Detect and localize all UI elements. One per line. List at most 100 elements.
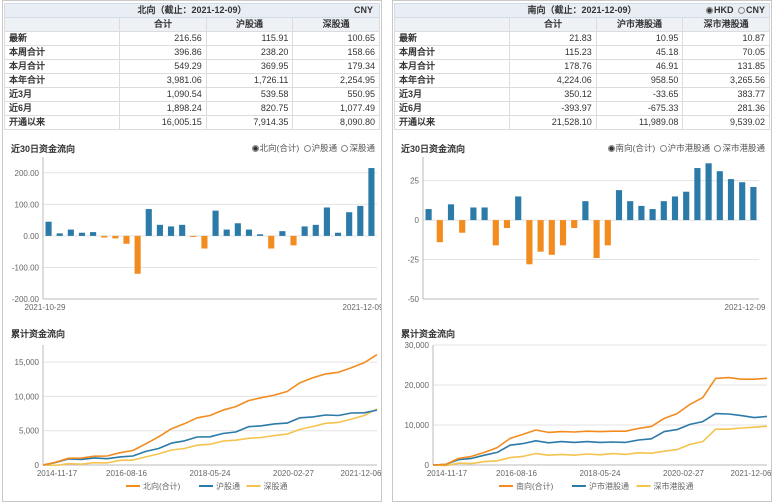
bar [503,220,511,228]
cell-value: 1,090.54 [119,87,207,102]
cell-value: 21.83 [509,31,597,46]
cell-value: 383.77 [682,87,770,102]
south-30d-bar-chart: -50-25025502021-12-09 [407,157,766,312]
bar [683,191,690,221]
cell-value: 1,077.49 [292,101,380,116]
north-flow-title: 近30日资金流向 [11,144,76,154]
bar [459,220,466,233]
y-tick-label: 0.00 [23,232,39,241]
bar [649,209,656,221]
y-tick-label: 200.00 [15,169,40,178]
option-label: 沪市港股通 [667,143,711,153]
y-tick-label: 0 [415,216,420,225]
legend-label: 北向(合计) [143,481,181,491]
bar [323,207,330,236]
legend-label: 深市港股通 [654,481,694,491]
cell-value: 179.34 [292,59,380,74]
table-row: 本周合计 115.23 45.18 70.05 [393,45,770,60]
currency-label: CNY [353,5,373,15]
column-header: 沪股通 [205,17,294,32]
bar [537,220,544,252]
option-label: 北向(合计) [259,143,300,153]
row-label: 本月合计 [393,59,511,74]
bar [223,229,230,236]
bar [425,209,432,221]
cell-value: 238.20 [205,45,294,60]
bar [134,235,141,274]
radio-sz-connect[interactable] [341,145,349,152]
table-row: 本月合计 178.76 46.91 131.85 [393,59,770,74]
northbound-title-cell: 北向（截止：2021-12-09） CNY [4,3,380,18]
bar [559,220,567,246]
y-tick-label: 5,000 [19,427,40,436]
bar [156,224,163,236]
bar [750,186,757,221]
radio-south-total[interactable] [607,145,615,152]
cell-value: 7,914.35 [205,115,294,130]
x-tick-label: 2016-08-16 [496,469,537,478]
currency-option: HKD [713,5,734,15]
radio-sz-hk-connect[interactable] [714,145,722,152]
radio-sh-hk-connect[interactable] [659,145,667,152]
cell-value: 10.87 [682,31,770,46]
y-tick-label: 10,000 [15,392,40,401]
cell-value: 4,224.06 [509,73,597,88]
cell-value: 539.58 [205,87,294,102]
legend-label: 沪股通 [216,481,240,491]
x-tick-label: 2021-12-06 [341,469,381,478]
bar [179,224,186,236]
bar [257,234,264,236]
bar [727,179,735,221]
cell-value: 549.29 [119,59,207,74]
bar [67,229,74,236]
x-tick-label: 2020-02-27 [273,469,314,478]
y-tick-label: 100.00 [15,200,40,209]
radio-hkd[interactable] [705,7,713,14]
bar [167,226,175,236]
header-blank [393,17,511,32]
south-cum-title: 累计资金流向 [401,329,456,339]
bar [481,207,488,221]
y-tick-label: 25 [410,177,419,186]
bar [739,182,746,221]
y-tick-label: -100.00 [12,263,40,272]
x-tick-label: 2016-08-16 [106,469,147,478]
radio-north-total[interactable] [251,145,259,152]
legend-label: 南向(合计) [516,481,554,491]
currency-toggle: HKD CNY [704,4,765,17]
y-tick-label: 0 [35,461,40,470]
cell-value: 281.36 [682,101,770,116]
x-tick-label: 2020-02-27 [663,469,704,478]
north-cumulative-line-chart: 0 5,000 10,000 15,000 2014-11-17 2016-08-16 20… [15,345,381,491]
cell-value: 21,528.10 [509,115,597,130]
y-tick-label: 0 [425,461,430,470]
cell-value: -33.65 [595,87,684,102]
bar [279,231,286,236]
cell-value: 350.12 [509,87,597,102]
cell-value: 3,265.56 [682,73,770,88]
column-header: 深股通 [292,17,380,32]
radio-sh-connect[interactable] [303,145,311,152]
bar [56,233,63,236]
cell-value: 550.95 [292,87,380,102]
table-row: 近3月 350.12 -33.65 383.77 [393,87,770,102]
radio-cny[interactable] [737,7,745,14]
x-tick-label: 2014-11-17 [37,469,78,478]
y-tick-label: -25 [407,256,419,265]
table-row: 最新 216.56 115.91 100.65 [3,31,380,46]
north-flow-options: 北向(合计) 沪股通 深股通 [250,142,375,154]
north-30d-bar-chart: -200.00 -100.00 0.00 100.00 200.00 2021-10-29… [12,157,381,312]
y-tick-label: -50 [407,295,419,304]
bar [470,207,477,221]
bar [716,171,723,221]
series-line [42,354,378,466]
cell-value: 820.75 [205,101,294,116]
bar [234,223,241,236]
bar [190,235,197,237]
bar [45,221,52,236]
bar [312,224,319,236]
cell-value: 16,005.15 [119,115,207,130]
bar [268,235,275,249]
bar [615,190,623,221]
bar [346,212,353,236]
